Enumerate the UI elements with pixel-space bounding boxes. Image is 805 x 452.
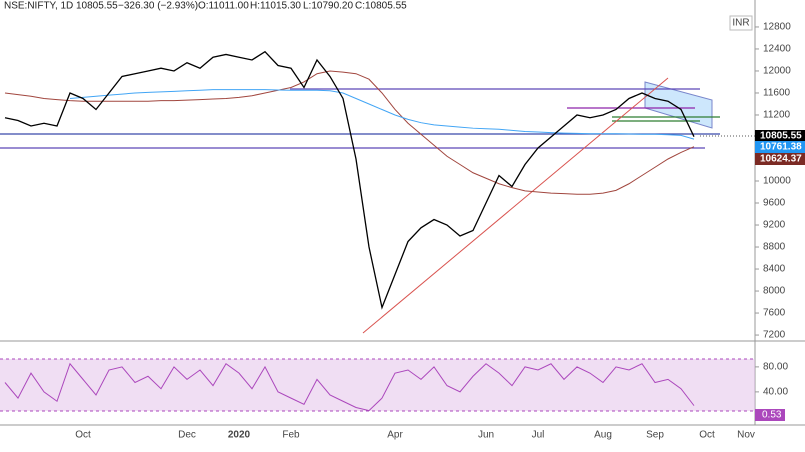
- x-tick-label: Oct: [75, 430, 91, 441]
- rsi-tick-label: 40.00: [763, 387, 788, 398]
- x-tick-label: Nov: [737, 430, 755, 441]
- y-tick-label: 11200: [763, 110, 791, 121]
- price-label: 10805.55: [760, 131, 802, 142]
- price-label-box: [755, 130, 805, 142]
- last-price: 10805.55: [76, 1, 118, 12]
- currency[interactable]: INR: [732, 18, 749, 29]
- close: C:10805.55: [355, 1, 407, 12]
- price-label-box: [755, 141, 805, 153]
- x-tick-label: Jul: [532, 430, 545, 441]
- rsi-band: [0, 359, 755, 411]
- trendline: [362, 77, 669, 334]
- currency-box[interactable]: [729, 15, 753, 31]
- y-tick-label: 8400: [763, 264, 786, 275]
- y-tick-label: 12800: [763, 22, 791, 33]
- x-tick-label: Aug: [594, 430, 612, 441]
- symbol: NSE:NIFTY, 1D: [4, 1, 73, 12]
- x-tick-label: Dec: [178, 430, 196, 441]
- x-tick-label: Sep: [646, 430, 664, 441]
- rsi-tick-label: 80.00: [763, 362, 788, 373]
- x-tick-label: Jun: [478, 430, 494, 441]
- y-tick-label: 11600: [763, 88, 791, 99]
- series-line: [69, 89, 695, 140]
- low: L:10790.20: [303, 1, 353, 12]
- rsi-line: [4, 362, 695, 412]
- x-tick-label: Oct: [699, 430, 715, 441]
- y-tick-label: 8000: [763, 286, 786, 297]
- y-tick-label: 9200: [763, 220, 786, 231]
- drawings: [0, 77, 755, 412]
- price-label: 10624.37: [760, 154, 802, 165]
- y-tick-label: 9600: [763, 198, 786, 209]
- open: O:11011.00: [198, 1, 249, 12]
- y-tick-label: 10000: [763, 176, 791, 187]
- price-label-box: [755, 153, 805, 165]
- x-tick-label: 2020: [228, 430, 251, 441]
- change: −326.30 (−2.93%): [118, 1, 198, 12]
- rsi-label: 0.53: [762, 410, 782, 421]
- y-tick-label: 12400: [763, 44, 791, 55]
- price-label: 10761.38: [760, 142, 802, 153]
- high: H:11015.30: [250, 1, 301, 12]
- x-tick-label: Apr: [387, 430, 403, 441]
- series-line: [4, 70, 695, 195]
- y-tick-label: 12000: [763, 66, 791, 77]
- y-tick-label: 7200: [763, 330, 786, 341]
- series-line: [4, 50, 695, 310]
- rsi-label-box: [755, 409, 785, 421]
- x-tick-label: Feb: [282, 430, 300, 441]
- y-tick-label: 7600: [763, 308, 786, 319]
- y-tick-label: 8800: [763, 242, 786, 253]
